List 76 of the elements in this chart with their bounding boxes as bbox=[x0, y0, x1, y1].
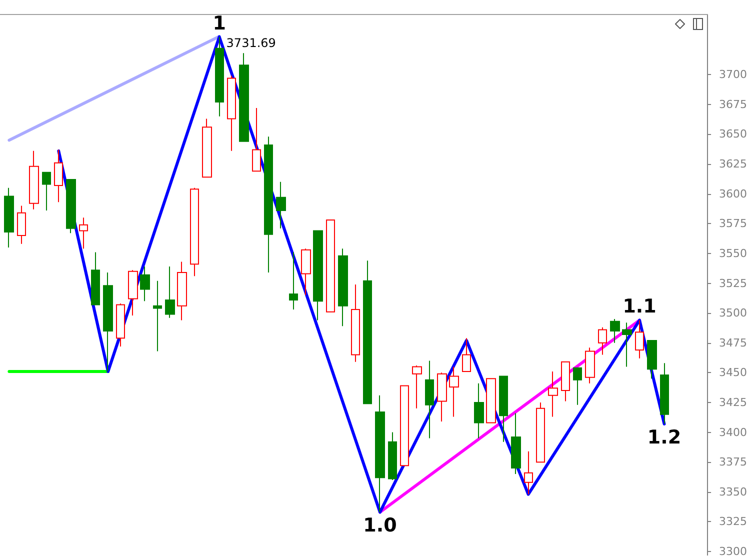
candlestick bbox=[338, 248, 348, 327]
candlestick bbox=[54, 149, 63, 203]
candlestick bbox=[449, 366, 459, 418]
y-tick-label: 3475 bbox=[719, 336, 748, 350]
candlestick bbox=[177, 261, 187, 321]
annotation: 1.2 bbox=[647, 426, 682, 448]
y-tick-label: 3500 bbox=[719, 306, 748, 320]
y-tick-label: 3575 bbox=[719, 217, 748, 230]
candlestick bbox=[252, 107, 261, 172]
candlestick bbox=[313, 230, 323, 321]
y-tick-label: 3400 bbox=[719, 426, 748, 439]
annotation: 1.1 bbox=[622, 296, 656, 318]
y-tick-label: 3350 bbox=[719, 485, 748, 498]
candlestick bbox=[412, 365, 422, 409]
candlestick bbox=[301, 248, 311, 296]
y-tick-label: 3600 bbox=[719, 187, 748, 200]
y-tick-label: 3550 bbox=[719, 246, 748, 260]
candlestick bbox=[511, 412, 521, 475]
candlestick bbox=[140, 266, 150, 302]
data-label: 3731.69 bbox=[226, 36, 276, 50]
y-tick-label: 3450 bbox=[719, 366, 748, 380]
candlestick bbox=[486, 378, 496, 424]
candlestick bbox=[128, 270, 138, 316]
candlestick bbox=[79, 217, 88, 250]
candlestick bbox=[153, 280, 162, 352]
candlestick bbox=[326, 220, 335, 312]
candlestick bbox=[91, 252, 100, 306]
candlestick bbox=[499, 376, 508, 442]
candlestick bbox=[116, 303, 125, 347]
y-tick-label: 3425 bbox=[719, 396, 748, 409]
candlestick bbox=[573, 367, 582, 406]
candlestick bbox=[635, 320, 644, 359]
y-tick-label: 3325 bbox=[719, 515, 748, 528]
candlestick bbox=[276, 181, 286, 229]
candlestick bbox=[524, 450, 533, 495]
candlestick bbox=[400, 385, 409, 466]
candlestick bbox=[29, 150, 39, 210]
candlestick bbox=[388, 432, 397, 480]
candlestick bbox=[437, 372, 447, 422]
candlestick bbox=[227, 75, 236, 152]
annotation: 1.0 bbox=[363, 514, 397, 537]
candlestick bbox=[239, 52, 249, 142]
candlestick bbox=[42, 172, 51, 212]
candlestick bbox=[363, 260, 372, 404]
candlestick bbox=[610, 318, 620, 344]
candlestick bbox=[585, 347, 595, 384]
y-tick-label: 3525 bbox=[719, 276, 748, 290]
candlestick bbox=[622, 322, 632, 368]
candlestick bbox=[561, 361, 570, 402]
candlestick bbox=[548, 370, 558, 418]
candlestick bbox=[103, 272, 113, 372]
candlestick bbox=[598, 326, 607, 356]
candlestick bbox=[462, 338, 471, 372]
candlestick bbox=[647, 340, 657, 380]
candlestick bbox=[17, 205, 26, 244]
candlestick bbox=[202, 118, 212, 178]
y-tick-label: 3625 bbox=[719, 158, 748, 171]
y-tick-label: 3300 bbox=[719, 545, 748, 557]
y-tick-label: 3675 bbox=[719, 98, 748, 111]
y-tick-label: 3650 bbox=[719, 128, 748, 141]
candlestick bbox=[190, 187, 199, 277]
candlestick bbox=[351, 284, 360, 362]
y-tick-label: 3375 bbox=[719, 456, 748, 469]
candlestick bbox=[215, 36, 224, 117]
candlestick bbox=[165, 266, 175, 318]
y-tick-label: 3700 bbox=[719, 68, 748, 82]
candlestick bbox=[264, 136, 273, 274]
candlestick bbox=[66, 179, 76, 234]
candlestick bbox=[4, 187, 14, 248]
candlestick bbox=[536, 402, 545, 463]
candlestick bbox=[660, 362, 669, 424]
candlestick bbox=[289, 252, 298, 310]
candlestick bbox=[375, 394, 385, 513]
annotation: 1 bbox=[212, 12, 226, 34]
candlestick bbox=[474, 382, 484, 439]
candlestick bbox=[425, 360, 434, 439]
